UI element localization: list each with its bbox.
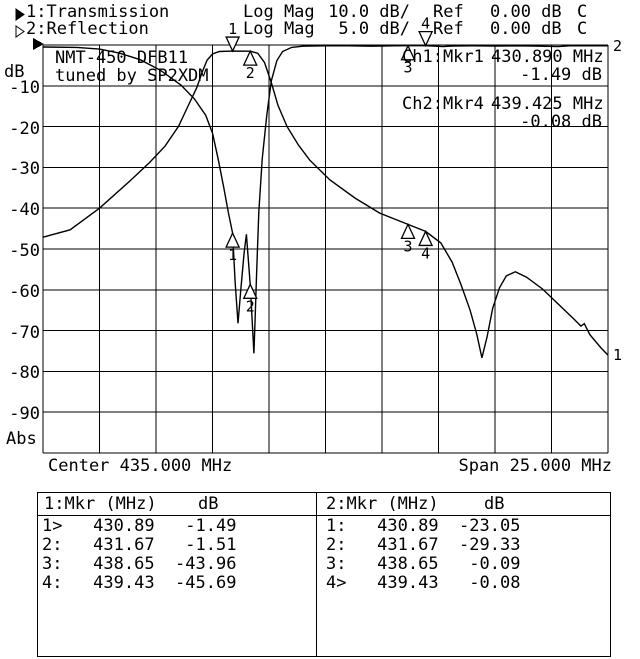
- table-row: 2: 431.67 -29.33: [326, 537, 520, 554]
- x-axis-center-label: Center 435.000 MHz: [48, 456, 233, 476]
- y-tick--70: -70: [9, 323, 40, 343]
- marker-1-ch1-label: 1: [228, 20, 237, 38]
- table-row: 3: 438.65 -43.96: [42, 556, 236, 573]
- marker-3-ch1-icon: [400, 222, 416, 240]
- marker-2-ch2-label: 2: [246, 297, 255, 315]
- marker-id: 1:: [326, 516, 347, 536]
- table-row: 3: 438.65 -0.09: [326, 556, 520, 573]
- trace-number-label: 2: [613, 37, 622, 55]
- marker-id: 1>: [42, 516, 63, 536]
- table-row: 4> 439.43 -0.08: [326, 575, 520, 592]
- x-axis-span-label: Span 25.000 MHz: [458, 456, 612, 476]
- plot-annotation-line2: tuned by SP2XDM: [55, 66, 209, 86]
- channel-2-scale: 5.0 dB/: [338, 19, 410, 39]
- y-tick--20: -20: [9, 119, 40, 139]
- y-axis-abs-label: Abs: [6, 429, 37, 449]
- marker-1-ch2-label: 1: [228, 246, 237, 264]
- table1-header-title: 1:Mkr (MHz): [44, 494, 157, 514]
- marker-db: -45.69: [175, 573, 237, 593]
- readout-ch1-label: Ch1:Mkr1: [402, 47, 484, 67]
- marker-3-ch2-icon: [400, 44, 416, 61]
- marker-freq: 439.43: [377, 573, 439, 593]
- trace-number-label: 1: [613, 346, 622, 364]
- marker-db: -29.33: [459, 535, 521, 555]
- marker-3-ch1-label: 3: [403, 237, 412, 255]
- readout-ch2-freq: 439.425 MHz: [491, 94, 604, 114]
- table1-header-db: dB: [198, 494, 219, 514]
- marker-id: 3:: [42, 554, 63, 574]
- marker-id: 4:: [42, 573, 63, 593]
- table-row: 4: 439.43 -45.69: [42, 575, 236, 592]
- ref-level-arrow-icon: [33, 38, 44, 50]
- marker-2-ch1-label: 2: [246, 64, 255, 82]
- channel-2-ref-label: Ref: [433, 19, 464, 39]
- marker-table-ch2-header: 2:Mkr (MHz) dB: [317, 493, 610, 516]
- marker-freq: 438.65: [93, 554, 155, 574]
- y-tick--10: -10: [9, 78, 40, 98]
- channel-1-active-arrow-icon: [15, 6, 25, 26]
- channel-2-format: Log Mag: [243, 19, 315, 39]
- marker-db: -43.96: [175, 554, 237, 574]
- marker-2-ch1-icon: [242, 49, 258, 66]
- trace-reflection: [42, 45, 608, 354]
- marker-id: 4>: [326, 573, 347, 593]
- marker-1-ch1-icon: [225, 36, 241, 53]
- table2-header-db: dB: [484, 494, 505, 514]
- y-axis-unit-label: dB: [4, 62, 25, 82]
- table2-header-title: 2:Mkr (MHz): [326, 494, 439, 514]
- marker-4-ch1-label: 4: [421, 244, 430, 262]
- channel-2-cal-flag: C: [577, 19, 588, 39]
- y-tick--40: -40: [9, 200, 40, 220]
- table-row: 1: 430.89 -23.05: [326, 518, 520, 535]
- y-tick--30: -30: [9, 159, 40, 179]
- channel-1-label: 1:Transmission: [26, 2, 170, 22]
- marker-table-ch1-header: 1:Mkr (MHz) dB: [38, 493, 317, 516]
- marker-db: -1.51: [185, 535, 237, 555]
- marker-freq: 431.67: [377, 535, 439, 555]
- marker-db: -0.08: [469, 573, 521, 593]
- channel-1-ref-value: 0.00 dB: [490, 2, 562, 22]
- marker-table-ch2: 2:Mkr (MHz) dB 1: 430.89 -23.05 2: 431.67 -2…: [316, 492, 611, 657]
- y-tick--90: -90: [9, 404, 40, 424]
- marker-4-ch1-icon: [418, 229, 434, 247]
- marker-db: -0.09: [469, 554, 521, 574]
- marker-table-ch1: 1:Mkr (MHz) dB 1> 430.89 -1.49 2: 431.67 -1.…: [37, 492, 318, 657]
- readout-ch1-value: -1.49 dB: [520, 65, 602, 85]
- marker-freq: 430.89: [93, 516, 155, 536]
- trace-transmission: [42, 50, 609, 359]
- readout-ch2-value: -0.08 dB: [520, 112, 602, 132]
- marker-id: 3:: [326, 554, 347, 574]
- marker-db: -23.05: [459, 516, 521, 536]
- marker-id: 2:: [326, 535, 347, 555]
- marker-3-ch2-label: 3: [403, 59, 412, 77]
- channel-2-ref-value: 0.00 dB: [490, 19, 562, 39]
- channel-1-scale: 10.0 dB/: [328, 2, 410, 22]
- channel-1-format: Log Mag: [243, 2, 315, 22]
- marker-2-ch2-icon: [242, 282, 258, 299]
- marker-freq: 439.43: [93, 573, 155, 593]
- marker-1-ch2-icon: [225, 231, 241, 248]
- readout-ch2-label: Ch2:Mkr4: [402, 94, 484, 114]
- marker-db: -1.49: [185, 516, 237, 536]
- y-tick--50: -50: [9, 241, 40, 261]
- plot-annotation-line1: NMT-450 DFB11: [55, 48, 189, 68]
- table-row: 2: 431.67 -1.51: [42, 537, 236, 554]
- channel-1-ref-label: Ref: [433, 2, 464, 22]
- y-tick--60: -60: [9, 282, 40, 302]
- marker-freq: 430.89: [377, 516, 439, 536]
- marker-4-ch2-label: 4: [421, 15, 430, 33]
- channel-2-label: 2:Reflection: [26, 19, 149, 39]
- marker-4-ch2-icon: [418, 31, 434, 48]
- channel-1-cal-flag: C: [577, 2, 588, 22]
- marker-freq: 431.67: [93, 535, 155, 555]
- channel-2-arrow-icon: [15, 23, 25, 43]
- table-row: 1> 430.89 -1.49: [42, 518, 236, 535]
- y-tick--80: -80: [9, 363, 40, 383]
- marker-id: 2:: [42, 535, 63, 555]
- marker-freq: 438.65: [377, 554, 439, 574]
- readout-ch1-freq: 430.890 MHz: [491, 47, 604, 67]
